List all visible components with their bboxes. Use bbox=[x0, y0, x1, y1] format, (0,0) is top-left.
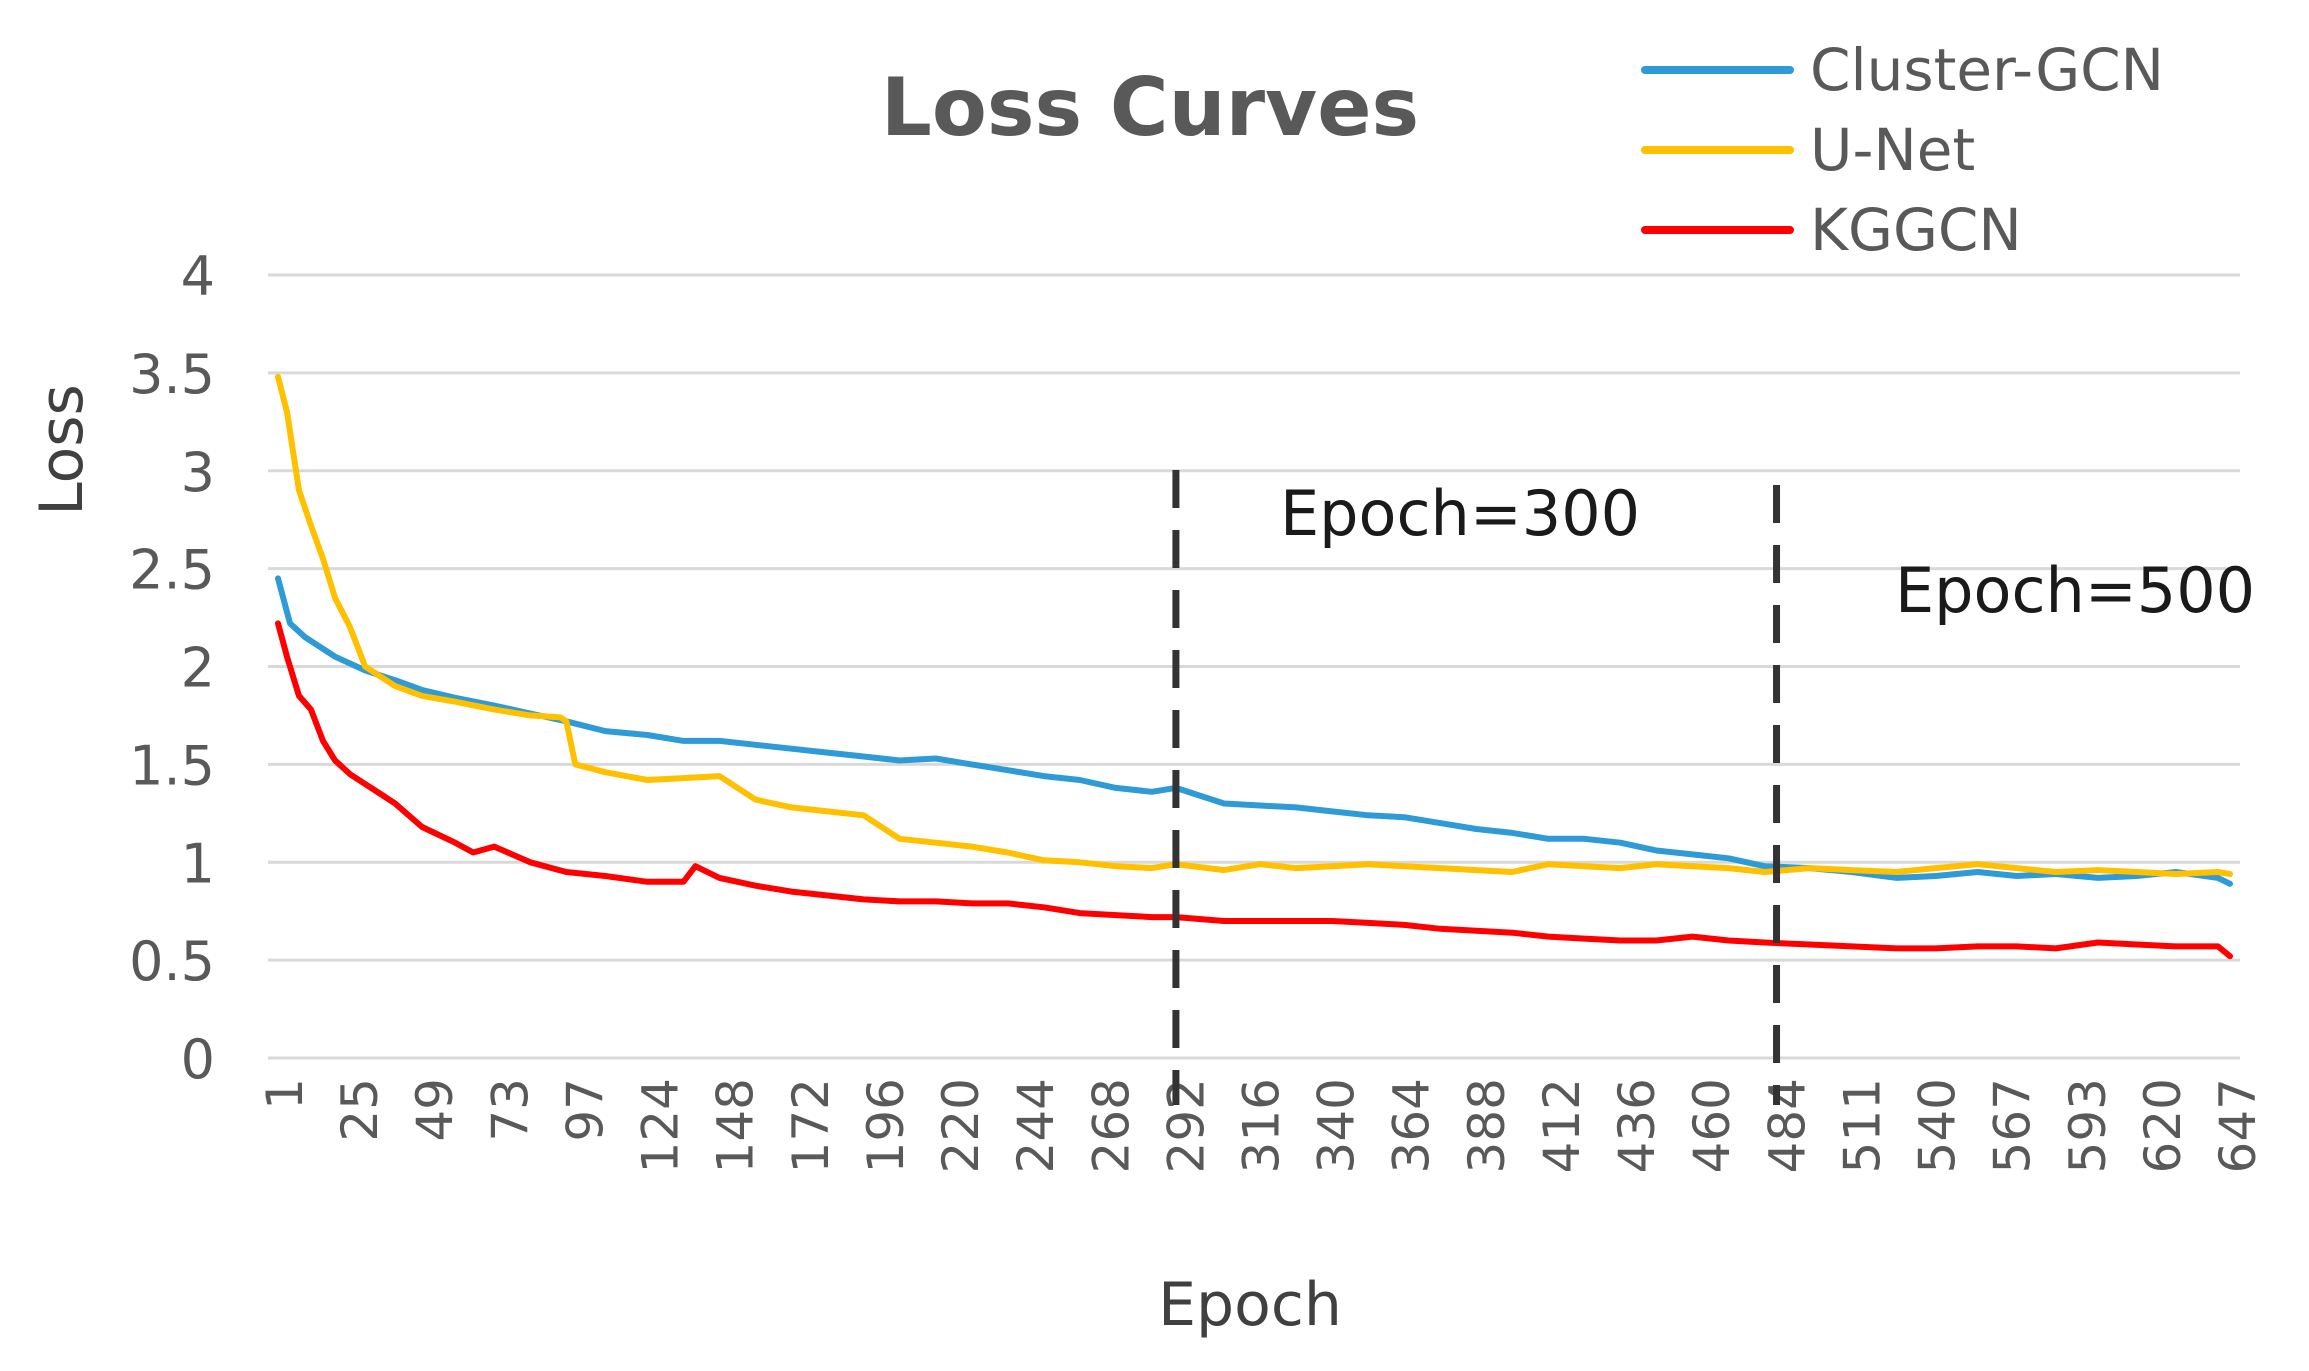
x-tick-label: 340 bbox=[1308, 1078, 1366, 1173]
x-tick-label: 540 bbox=[1909, 1078, 1967, 1173]
series-line-kggcn bbox=[275, 620, 2233, 960]
y-tick-label: 1.5 bbox=[129, 734, 215, 797]
chart-title: Loss Curves bbox=[881, 61, 1419, 154]
legend-label-kggcn: KGGCN bbox=[1810, 196, 2022, 264]
x-tick-label: 97 bbox=[556, 1078, 614, 1142]
x-tick-label: 388 bbox=[1458, 1078, 1516, 1173]
x-tick-label: 364 bbox=[1383, 1078, 1441, 1173]
x-tick-label: 49 bbox=[406, 1078, 464, 1142]
x-tick-label: 268 bbox=[1082, 1078, 1140, 1173]
x-axis-label: Epoch bbox=[1158, 1270, 1342, 1340]
y-axis-label: Loss bbox=[27, 384, 97, 516]
x-tick-label: 460 bbox=[1683, 1078, 1741, 1173]
x-tick-label: 292 bbox=[1157, 1078, 1215, 1173]
legend-label-cluster-gcn: Cluster-GCN bbox=[1810, 36, 2164, 104]
x-tick-label: 412 bbox=[1533, 1078, 1591, 1173]
x-tick-label: 511 bbox=[1833, 1078, 1891, 1173]
y-tick-label: 4 bbox=[181, 245, 215, 308]
x-tick-label: 620 bbox=[2134, 1078, 2192, 1173]
annotations: Epoch=300 Epoch=500 bbox=[1172, 470, 2255, 1105]
x-tick-label: 436 bbox=[1608, 1078, 1666, 1173]
x-tick-label: 148 bbox=[707, 1078, 765, 1173]
y-tick-label: 1 bbox=[181, 832, 215, 895]
x-tick-label: 244 bbox=[1007, 1078, 1065, 1173]
x-tick-label: 172 bbox=[782, 1078, 840, 1173]
x-tick-label: 484 bbox=[1758, 1078, 1816, 1173]
x-tick-label: 593 bbox=[2059, 1078, 2117, 1173]
legend: Cluster-GCN U-Net KGGCN bbox=[1641, 36, 2164, 264]
y-tick-label: 0 bbox=[181, 1028, 215, 1091]
annotation-label-epoch-500: Epoch=500 bbox=[1895, 554, 2255, 627]
x-tick-label: 647 bbox=[2209, 1078, 2267, 1173]
x-tick-label: 196 bbox=[857, 1078, 915, 1173]
x-tick-label: 567 bbox=[1984, 1078, 2042, 1173]
x-tick-label: 124 bbox=[632, 1078, 690, 1173]
y-axis-ticks: 0 0.5 1 1.5 2 2.5 3 3.5 4 bbox=[129, 245, 215, 1091]
x-axis-ticks: 1 25 49 73 97 124 148 172 196 220 244 268 292 316 340 3… bbox=[256, 1078, 2267, 1173]
x-tick-label: 316 bbox=[1233, 1078, 1291, 1173]
series-line-u-net bbox=[275, 373, 2233, 877]
y-tick-label: 2.5 bbox=[129, 539, 215, 602]
series-lines bbox=[275, 373, 2233, 960]
x-tick-label: 220 bbox=[932, 1078, 990, 1173]
legend-label-u-net: U-Net bbox=[1810, 116, 1975, 184]
annotation-label-epoch-300: Epoch=300 bbox=[1280, 477, 1640, 550]
y-tick-label: 0.5 bbox=[129, 930, 215, 993]
x-tick-label: 73 bbox=[481, 1078, 539, 1142]
y-tick-label: 3 bbox=[181, 441, 215, 504]
x-tick-label: 25 bbox=[331, 1078, 389, 1142]
y-tick-label: 2 bbox=[181, 637, 215, 700]
y-tick-label: 3.5 bbox=[129, 343, 215, 406]
x-tick-label: 1 bbox=[256, 1078, 314, 1110]
